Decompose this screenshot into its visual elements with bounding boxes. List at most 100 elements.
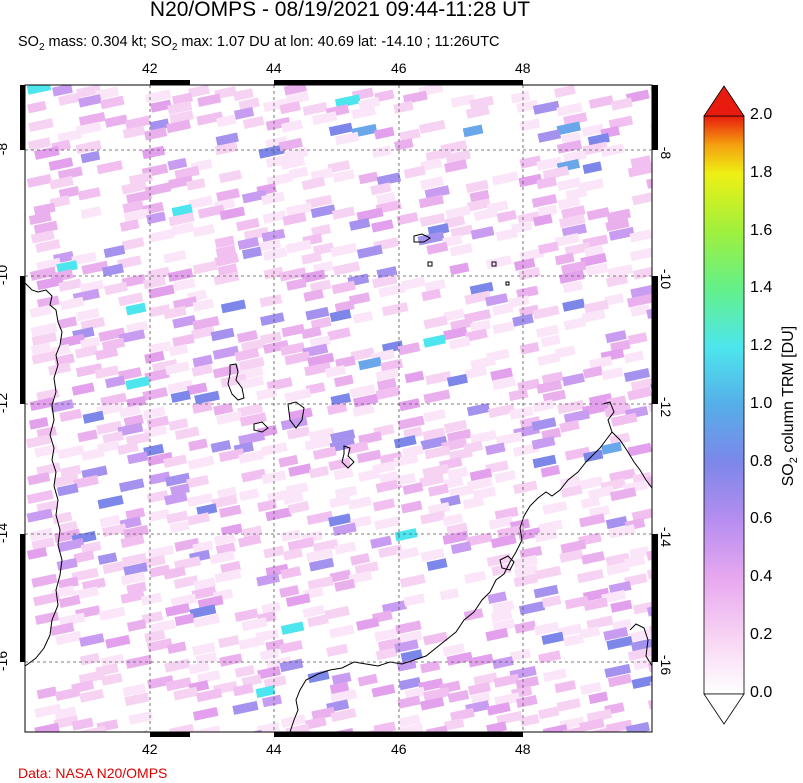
so2-pixel [75,121,102,136]
so2-pixel [265,638,285,652]
lon-label-bottom-42: 42 [142,741,158,757]
so2-pixel [376,192,396,205]
so2-pixel [542,389,567,404]
so2-pixel [397,415,425,430]
so2-pixel [164,491,188,506]
so2-pixel [71,567,99,582]
so2-pixel [237,403,264,418]
so2-pixel [52,85,73,97]
so2-pixel [350,515,372,529]
so2-pixel [168,343,189,357]
so2-pixel [589,505,610,519]
so2-pixel [335,355,356,369]
so2-pixel [466,402,491,417]
so2-pixel [628,628,652,643]
so2-pixel [148,341,172,355]
so2-pixel [117,255,142,270]
so2-pixel [262,694,282,708]
colorbar [703,85,745,725]
so2-pixel [610,412,638,427]
so2-pixel [358,356,382,371]
so2-pixel [371,219,394,233]
colorbar-tick-1-4: 1.4 [750,279,773,296]
so2-pixel [78,111,106,127]
so2-pixel [469,95,495,110]
so2-pixel [312,261,334,274]
so2-pixel [519,118,541,132]
so2-pixel [581,309,606,323]
so2-pixel [81,577,106,592]
so2-pixel [448,484,475,499]
so2-pixel [358,431,383,445]
so2-pixel [445,149,471,164]
lon-label-top-46: 46 [391,60,407,76]
so2-pixel [450,317,474,331]
so2-pixel [78,94,102,108]
so2-pixel [557,196,581,210]
so2-pixel [26,85,52,95]
so2-pixel [196,688,223,703]
so2-pixel [532,454,557,469]
so2-pixel [186,475,210,489]
so2-pixel [516,99,539,113]
so2-pixel [349,217,371,231]
so2-pixel [287,537,315,552]
so2-pixel [329,438,356,453]
so2-pixel [260,312,285,327]
so2-pixel [125,376,150,390]
so2-pixel [531,436,556,450]
so2-pixel [257,499,278,513]
so2-pixel [542,165,570,180]
so2-pixel [307,670,330,684]
so2-pixel [650,676,652,691]
so2-pixel [333,374,354,388]
colorbar-title-rest: column TRM [DU] [779,325,797,458]
so2-pixel [564,446,591,461]
so2-pixel [334,485,358,499]
so2-pixel [623,350,645,364]
so2-pixel [121,552,148,567]
so2-pixel [377,637,405,652]
so2-pixel [357,673,378,687]
so2-pixel [465,105,490,119]
so2-pixel [241,246,262,260]
so2-pixel [625,721,650,732]
coastlines [25,233,652,732]
so2-pixel [278,454,299,468]
so2-pixel [171,222,195,236]
so2-pixel [262,210,287,224]
so2-pixel [121,274,146,288]
so2-pixel [266,377,293,392]
so2-pixel [586,207,610,221]
so2-pixel [627,647,652,662]
so2-pixel [82,410,105,424]
so2-pixel [403,165,426,179]
so2-pixel [610,97,633,111]
so2-pixel [232,700,259,715]
so2-pixel [328,122,353,137]
lat-label-left-12: -12 [0,392,11,414]
so2-pixel [123,562,148,576]
so2-pixel [148,508,171,522]
so2-pixel [586,615,614,630]
so2-pixel [536,176,558,190]
so2-pixel [465,179,489,194]
so2-pixel [282,491,304,505]
so2-pixel [402,482,424,495]
so2-pixel [605,274,628,288]
so2-pixel [419,119,446,134]
so2-pixel [261,191,285,206]
madagascar-southeast [629,623,652,667]
so2-pixel [121,237,145,251]
so2-pixel [493,673,520,688]
so2-pixel [533,213,553,227]
so2-pixel [491,563,512,577]
so2-pixel [101,337,125,352]
so2-pixel [312,538,339,553]
so2-pixel [238,356,265,371]
so2-pixel [577,476,604,491]
so2-pixel [304,436,331,451]
so2-pixel [285,278,307,291]
so2-pixel [27,472,51,486]
so2-pixel [79,633,105,647]
